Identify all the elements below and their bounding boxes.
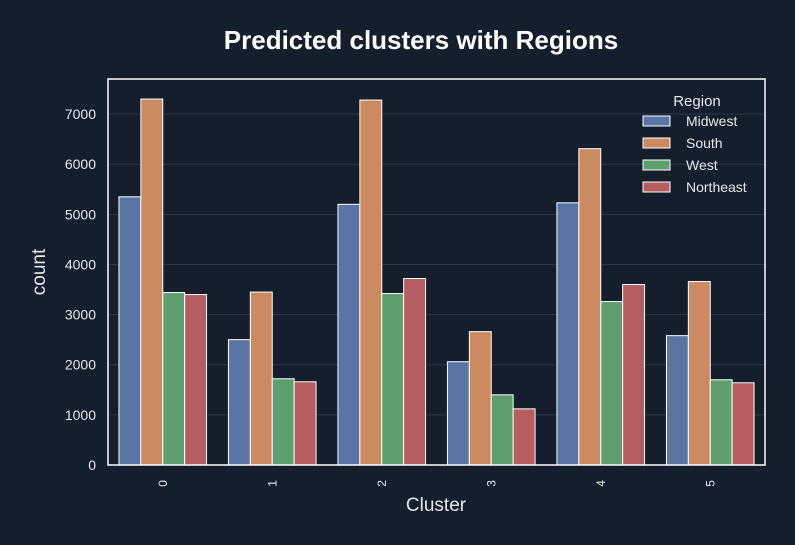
y-tick-label: 5000	[65, 206, 96, 222]
y-tick-label: 0	[88, 457, 96, 473]
bar-northeast-cluster-4	[622, 284, 646, 466]
y-tick-label: 4000	[65, 256, 96, 272]
bar-south-cluster-5	[687, 281, 711, 466]
bars	[118, 98, 755, 466]
bar-south-cluster-2	[359, 99, 383, 466]
y-tick-label: 6000	[65, 156, 96, 172]
bar-south-cluster-0	[140, 98, 164, 466]
bar-northeast-cluster-0	[184, 294, 208, 466]
bar-south-cluster-4	[578, 148, 602, 466]
x-tick-label: 1	[265, 480, 279, 487]
x-axis-label: Cluster	[406, 495, 467, 516]
legend-label-west: West	[686, 157, 718, 173]
x-tick-label: 4	[594, 480, 608, 487]
y-axis-ticks: 0 1000 2000 3000 4000 5000 6000 7000	[65, 106, 96, 473]
bar-west-cluster-3	[490, 394, 514, 466]
bar-midwest-cluster-5	[665, 335, 689, 466]
chart-title: Predicted clusters with Regions	[224, 25, 618, 55]
y-axis-label: count	[29, 248, 50, 295]
y-tick-label: 3000	[65, 307, 96, 323]
bar-west-cluster-4	[600, 301, 624, 466]
bar-midwest-cluster-1	[227, 339, 251, 466]
bar-west-cluster-2	[381, 293, 405, 466]
legend-swatch-south	[642, 137, 671, 149]
grid-lines	[108, 113, 765, 466]
x-tick-label: 3	[484, 480, 498, 487]
bar-northeast-cluster-2	[403, 278, 427, 466]
y-tick-label: 7000	[65, 106, 96, 122]
bar-west-cluster-0	[162, 292, 186, 466]
legend[interactable]: Region Midwest South West Northeast	[642, 93, 747, 195]
bar-midwest-cluster-4	[556, 202, 580, 466]
bar-northeast-cluster-5	[731, 382, 755, 466]
x-tick-label: 5	[703, 480, 717, 487]
plot-area-frame	[107, 78, 766, 466]
legend-label-south: South	[686, 135, 723, 151]
bar-west-cluster-5	[709, 379, 733, 466]
legend-swatch-midwest	[642, 115, 671, 127]
y-tick-label: 1000	[65, 407, 96, 423]
bar-midwest-cluster-2	[337, 203, 361, 466]
y-tick-label: 2000	[65, 357, 96, 373]
bar-midwest-cluster-0	[118, 196, 142, 466]
legend-label-northeast: Northeast	[686, 179, 747, 195]
bar-northeast-cluster-1	[293, 381, 317, 466]
legend-title: Region	[673, 93, 721, 110]
x-axis-ticks: 0 1 2 3 4 5	[156, 480, 718, 487]
legend-swatch-northeast	[642, 181, 671, 193]
legend-label-midwest: Midwest	[686, 113, 737, 129]
legend-swatch-west	[642, 159, 671, 171]
bar-west-cluster-1	[271, 378, 295, 466]
bar-south-cluster-1	[249, 291, 273, 466]
bar-midwest-cluster-3	[446, 361, 470, 466]
x-tick-label: 0	[156, 480, 170, 487]
x-tick-label: 2	[375, 480, 389, 487]
bar-northeast-cluster-3	[512, 408, 536, 466]
bar-south-cluster-3	[468, 331, 492, 466]
